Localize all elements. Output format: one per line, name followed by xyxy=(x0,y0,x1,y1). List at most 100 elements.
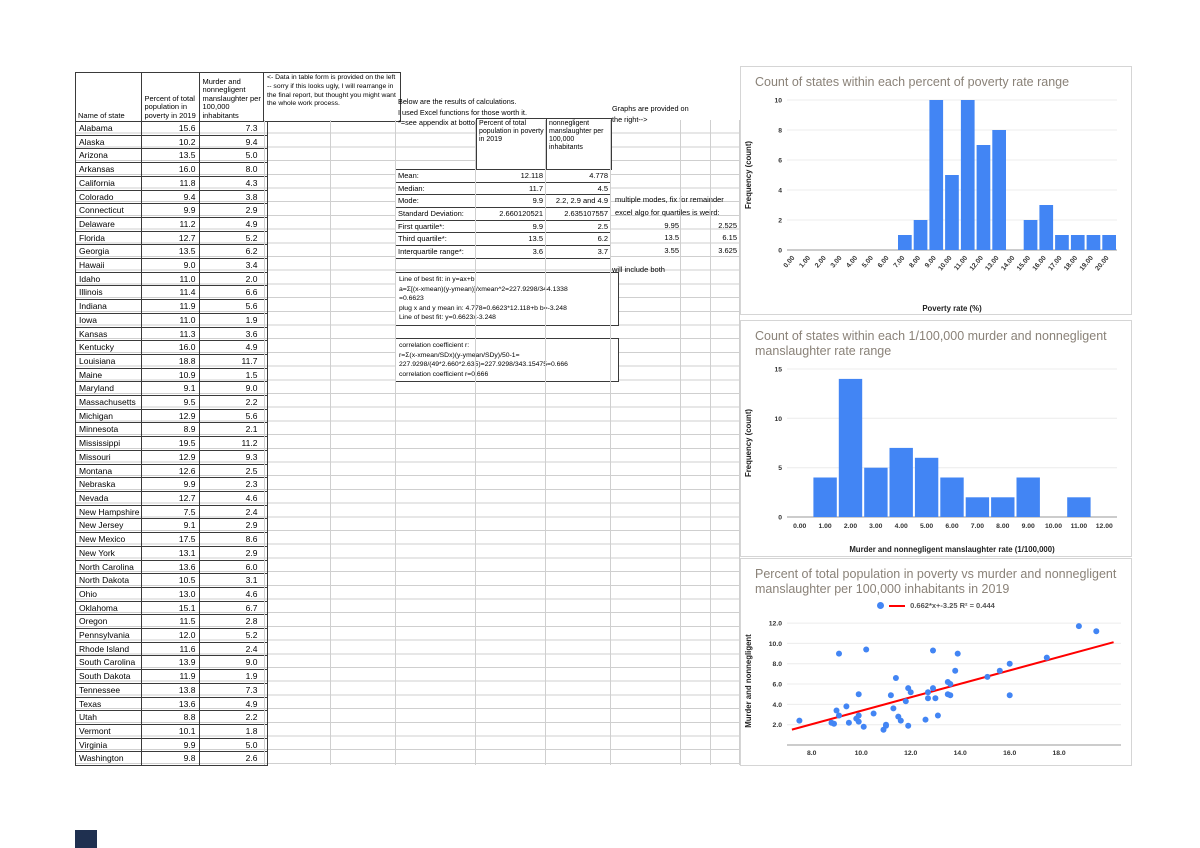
stat-murder-cell[interactable]: 2.635107557 xyxy=(545,207,611,221)
poverty-value-cell[interactable]: 10.5 xyxy=(141,573,201,588)
poverty-value-cell[interactable]: 9.9 xyxy=(141,737,201,753)
stat-side-note[interactable]: multiple modes, fix for remainder xyxy=(615,195,724,205)
stat-label-cell[interactable]: Standard Deviation: xyxy=(395,207,476,221)
murder-value-cell[interactable]: 2.1 xyxy=(199,422,269,438)
table-note[interactable]: <- Data in table form is provided on the… xyxy=(263,72,401,122)
state-name-cell[interactable]: Mississippi xyxy=(74,436,143,451)
state-name-cell[interactable]: Colorado xyxy=(74,189,143,205)
state-name-cell[interactable]: Texas xyxy=(74,696,143,712)
stat-poverty-cell[interactable]: 9.9 xyxy=(475,219,546,234)
poverty-value-cell[interactable]: 7.5 xyxy=(141,504,201,520)
murder-value-cell[interactable]: 5.0 xyxy=(199,737,269,753)
poverty-value-cell[interactable]: 11.8 xyxy=(141,175,201,191)
poverty-value-cell[interactable]: 9.1 xyxy=(141,381,201,397)
poverty-value-cell[interactable]: 10.1 xyxy=(141,723,201,739)
murder-value-cell[interactable]: 2.4 xyxy=(199,504,269,520)
murder-value-cell[interactable]: 6.6 xyxy=(199,285,269,301)
poverty-value-cell[interactable]: 11.2 xyxy=(141,216,201,232)
stat-label-cell[interactable]: Mean: xyxy=(395,169,476,183)
state-name-cell[interactable]: South Carolina xyxy=(74,655,143,671)
stat-murder-cell[interactable]: 2.5 xyxy=(545,219,611,234)
murder-value-cell[interactable]: 9.0 xyxy=(199,381,269,397)
stat-label-cell[interactable]: Median: xyxy=(395,181,476,196)
state-name-cell[interactable]: Montana xyxy=(74,463,143,479)
stat-murder-cell[interactable]: 2.2, 2.9 and 4.9 xyxy=(545,194,611,209)
murder-value-cell[interactable]: 2.2 xyxy=(199,395,269,410)
state-name-cell[interactable]: North Dakota xyxy=(74,573,143,588)
murder-value-cell[interactable]: 5.6 xyxy=(199,299,269,314)
state-name-cell[interactable]: Nevada xyxy=(74,490,143,506)
murder-value-cell[interactable]: 5.6 xyxy=(199,408,269,424)
poverty-value-cell[interactable]: 12.7 xyxy=(141,230,201,246)
poverty-value-cell[interactable]: 13.8 xyxy=(141,682,201,698)
poverty-value-cell[interactable]: 18.8 xyxy=(141,353,201,369)
stat-poverty-cell[interactable]: 2.660120521 xyxy=(475,207,546,221)
col-header-state[interactable]: Name of state xyxy=(74,72,143,122)
murder-value-cell[interactable]: 1.9 xyxy=(199,312,269,328)
poverty-value-cell[interactable]: 9.5 xyxy=(141,395,201,410)
best-fit-appendix[interactable]: Line of best fit: in y=ax+b: a=Σ[(x-xmea… xyxy=(395,272,619,326)
murder-value-cell[interactable]: 4.9 xyxy=(199,216,269,232)
poverty-value-cell[interactable]: 11.4 xyxy=(141,285,201,301)
poverty-value-cell[interactable]: 10.2 xyxy=(141,134,201,150)
state-name-cell[interactable]: Idaho xyxy=(74,271,143,287)
poverty-value-cell[interactable]: 13.9 xyxy=(141,655,201,671)
col-header-poverty[interactable]: Percent of total population in poverty i… xyxy=(141,72,201,122)
murder-value-cell[interactable]: 2.6 xyxy=(199,751,269,767)
poverty-value-cell[interactable]: 16.0 xyxy=(141,340,201,355)
stat-murder-cell[interactable]: 6.2 xyxy=(545,232,611,247)
stats-header-poverty[interactable]: Percent of total population in poverty i… xyxy=(476,118,547,170)
murder-value-cell[interactable]: 4.9 xyxy=(199,696,269,712)
stat-murder-cell[interactable]: 4.778 xyxy=(545,169,611,183)
state-name-cell[interactable]: Alaska xyxy=(74,134,143,150)
murder-value-cell[interactable]: 4.3 xyxy=(199,175,269,191)
poverty-value-cell[interactable]: 9.4 xyxy=(141,189,201,205)
poverty-value-cell[interactable]: 19.5 xyxy=(141,436,201,451)
murder-value-cell[interactable]: 9.0 xyxy=(199,655,269,671)
stat-extra-cell[interactable]: 9.95 xyxy=(664,220,679,230)
poverty-value-cell[interactable]: 10.9 xyxy=(141,367,201,383)
will-include-note[interactable]: will include both xyxy=(612,265,665,274)
poverty-value-cell[interactable]: 13.0 xyxy=(141,586,201,602)
poverty-value-cell[interactable]: 13.6 xyxy=(141,696,201,712)
state-name-cell[interactable]: New Hampshire xyxy=(74,504,143,520)
graphs-note[interactable]: Graphs are provided on the right--> xyxy=(612,104,689,124)
state-name-cell[interactable]: Michigan xyxy=(74,408,143,424)
correlation-appendix[interactable]: correlation coefficient r: r=Σ(x-xmean/S… xyxy=(395,338,619,383)
murder-value-cell[interactable]: 6.0 xyxy=(199,559,269,575)
state-name-cell[interactable]: Washington xyxy=(74,751,143,767)
stat-murder-cell[interactable]: 3.7 xyxy=(545,245,611,259)
poverty-value-cell[interactable]: 12.9 xyxy=(141,449,201,465)
state-name-cell[interactable]: South Dakota xyxy=(74,669,143,684)
state-name-cell[interactable]: Maryland xyxy=(74,381,143,397)
state-name-cell[interactable]: North Carolina xyxy=(74,559,143,575)
poverty-value-cell[interactable]: 9.9 xyxy=(141,477,201,492)
poverty-value-cell[interactable]: 13.6 xyxy=(141,559,201,575)
murder-value-cell[interactable]: 2.9 xyxy=(199,518,269,534)
state-name-cell[interactable]: Hawaii xyxy=(74,258,143,273)
murder-value-cell[interactable]: 4.6 xyxy=(199,586,269,602)
murder-value-cell[interactable]: 5.0 xyxy=(199,148,269,164)
murder-value-cell[interactable]: 8.0 xyxy=(199,162,269,177)
murder-value-cell[interactable]: 11.7 xyxy=(199,353,269,369)
stat-extra-cell[interactable]: 3.625 xyxy=(718,246,737,256)
stat-side-note[interactable]: excel algo for quartiles is weird: xyxy=(615,208,720,218)
state-name-cell[interactable]: Delaware xyxy=(74,216,143,232)
state-name-cell[interactable]: Tennessee xyxy=(74,682,143,698)
poverty-value-cell[interactable]: 8.8 xyxy=(141,710,201,725)
murder-value-cell[interactable]: 9.3 xyxy=(199,449,269,465)
stat-extra-cell[interactable]: 13.5 xyxy=(664,233,679,243)
murder-value-cell[interactable]: 2.4 xyxy=(199,641,269,657)
murder-value-cell[interactable]: 9.4 xyxy=(199,134,269,150)
stat-extra-cell[interactable]: 6.15 xyxy=(722,233,737,243)
stat-poverty-cell[interactable]: 12.118 xyxy=(475,169,546,183)
murder-value-cell[interactable]: 4.9 xyxy=(199,340,269,355)
stat-murder-cell[interactable]: 4.5 xyxy=(545,181,611,196)
state-name-cell[interactable]: Alabama xyxy=(74,121,143,136)
poverty-value-cell[interactable]: 12.9 xyxy=(141,408,201,424)
state-name-cell[interactable]: Maine xyxy=(74,367,143,383)
state-name-cell[interactable]: New York xyxy=(74,545,143,561)
murder-value-cell[interactable]: 4.6 xyxy=(199,490,269,506)
stat-label-cell[interactable]: First quartile*: xyxy=(395,219,476,234)
murder-value-cell[interactable]: 7.3 xyxy=(199,682,269,698)
